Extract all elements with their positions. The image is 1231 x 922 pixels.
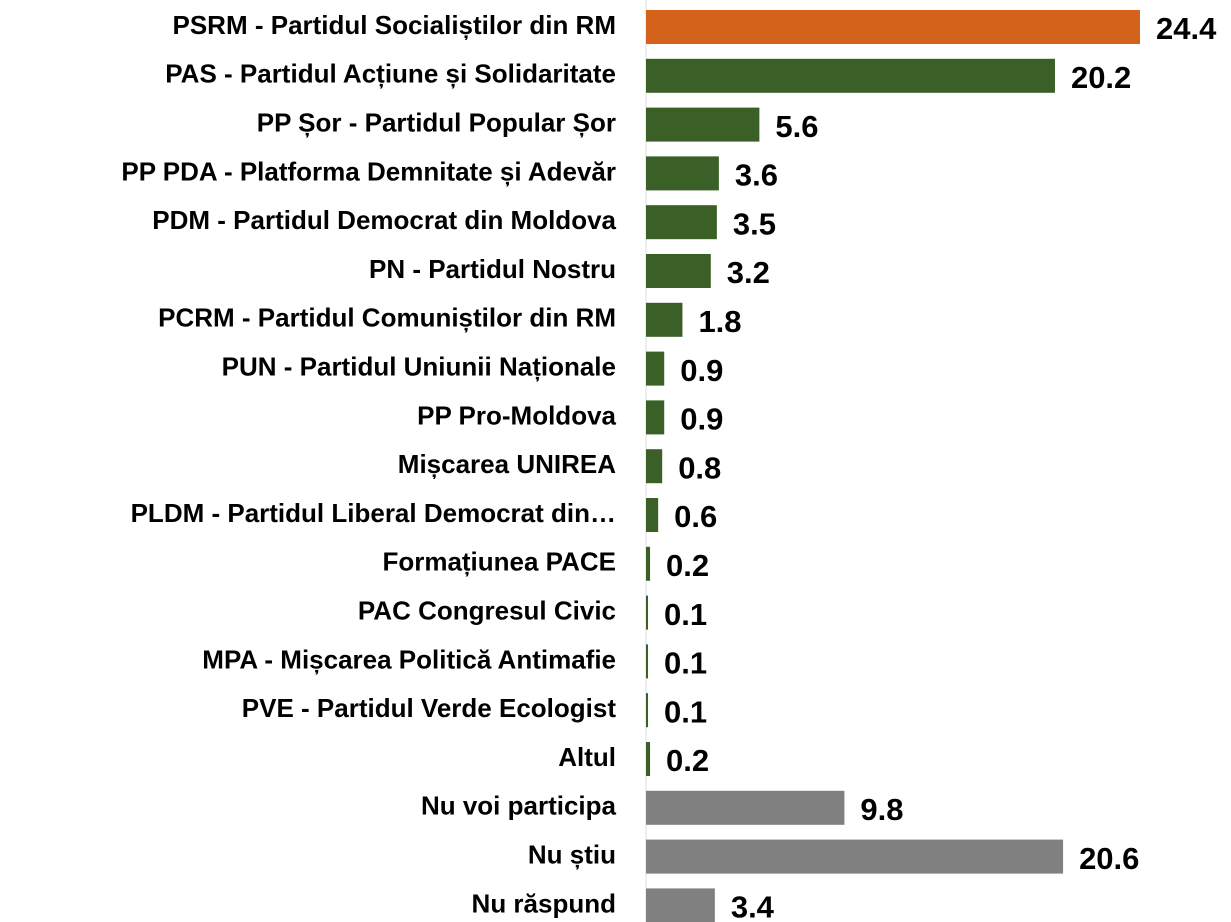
bar [646, 302, 683, 337]
bar [646, 400, 665, 435]
bar [646, 254, 711, 288]
value-label: 20.2 [1071, 60, 1131, 95]
bar [646, 693, 649, 728]
bar [646, 595, 649, 630]
category-label: PLDM - Partidul Liberal Democrat din… [131, 498, 616, 528]
bar [646, 644, 649, 679]
value-label: 0.1 [664, 694, 707, 729]
value-label: 0.6 [674, 499, 717, 534]
value-label: 0.1 [664, 646, 707, 681]
bar [646, 10, 1140, 44]
bar [646, 839, 1064, 874]
bar [646, 107, 760, 142]
category-label: PP PDA - Platforma Demnitate și Adevăr [121, 156, 616, 186]
value-label: 20.6 [1079, 841, 1139, 876]
category-label: PDM - Partidul Democrat din Moldova [152, 205, 616, 235]
bar [646, 888, 715, 922]
category-label: Nu știu [528, 839, 616, 869]
value-label: 3.5 [733, 206, 776, 241]
bar [646, 498, 659, 532]
bar [646, 205, 717, 240]
category-label: PUN - Partidul Uniunii Naționale [222, 351, 616, 381]
category-label: PAS - Partidul Acțiune și Solidaritate [165, 59, 616, 89]
category-label: PSRM - Partidul Socialiștilor din RM [173, 10, 617, 40]
value-label: 0.8 [678, 450, 721, 485]
bar [646, 58, 1055, 93]
bar [646, 790, 845, 825]
bar [646, 546, 651, 581]
category-label: Mișcarea UNIREA [398, 449, 616, 479]
category-label: MPA - Mișcarea Politică Antimafie [202, 644, 616, 674]
category-label: PCRM - Partidul Comuniștilor din RM [158, 303, 616, 333]
value-label: 24.4 [1156, 11, 1217, 46]
bar [646, 351, 665, 386]
category-label: PP Șor - Partidul Popular Șor [257, 107, 616, 137]
value-label: 1.8 [698, 304, 741, 339]
bar [646, 742, 651, 776]
value-label: 0.9 [680, 353, 723, 388]
value-label: 0.2 [666, 548, 709, 583]
category-label: Altul [558, 742, 616, 772]
value-label: 0.1 [664, 597, 707, 632]
category-label: PP Pro-Moldova [417, 400, 616, 430]
value-label: 3.4 [731, 890, 775, 922]
bar [646, 156, 719, 191]
category-label: Formațiunea PACE [382, 547, 616, 577]
category-label: PAC Congresul Civic [358, 595, 616, 625]
value-label: 3.6 [735, 158, 778, 193]
value-label: 0.2 [666, 743, 709, 778]
category-label: PN - Partidul Nostru [369, 254, 616, 284]
category-label: Nu voi participa [421, 791, 617, 821]
value-label: 3.2 [727, 255, 770, 290]
value-label: 9.8 [860, 792, 903, 827]
category-label: Nu răspund [472, 888, 616, 918]
value-label: 5.6 [775, 109, 818, 144]
bar [646, 449, 663, 484]
value-label: 0.9 [680, 402, 723, 437]
category-label: PVE - Partidul Verde Ecologist [242, 693, 617, 723]
